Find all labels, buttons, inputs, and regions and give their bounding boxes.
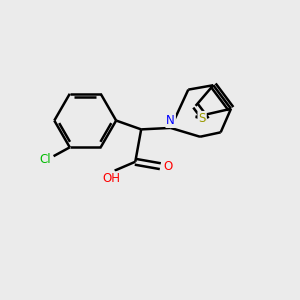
Text: S: S (198, 112, 206, 125)
Text: N: N (166, 114, 175, 127)
Text: O: O (163, 160, 172, 173)
Text: Cl: Cl (39, 153, 50, 166)
Text: OH: OH (102, 172, 120, 185)
